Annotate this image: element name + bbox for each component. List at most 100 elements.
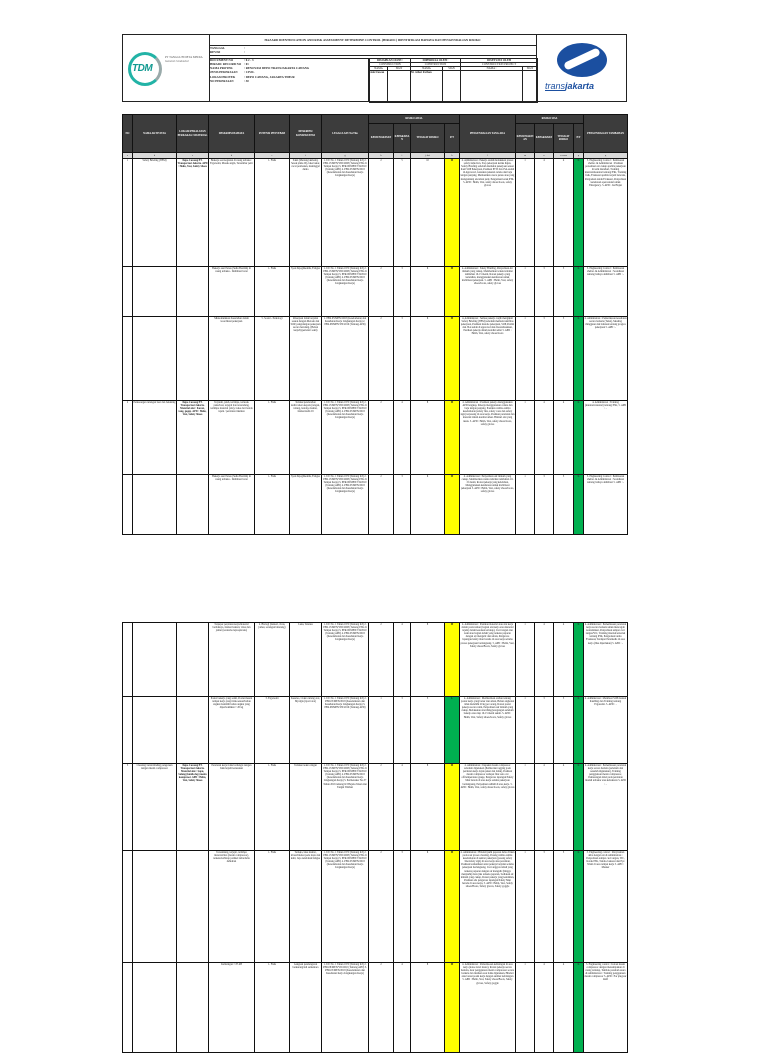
cell-konsekuensi: Luka, Tetanus bbox=[289, 622, 322, 697]
cell-tingkat2: 3 bbox=[553, 316, 574, 401]
cell-tambahan: 3. Engineering Control : Pembuatan shelt… bbox=[583, 266, 629, 317]
cell-lokasi bbox=[176, 474, 209, 535]
tdm-logo-ring-icon bbox=[128, 52, 162, 86]
cell-tingkat2: 4 bbox=[553, 158, 574, 267]
cell-bahaya: Peralatan kerja tidak berfungsi dengan b… bbox=[208, 763, 255, 851]
cell-lokasi bbox=[176, 696, 209, 764]
cell-keparahan: 3 bbox=[393, 266, 411, 317]
cell-pt2: L bbox=[572, 316, 585, 401]
cell-aktivitas: Cleaning lantai/dinding pengeruan dengan… bbox=[132, 763, 177, 851]
cell-no: 1 bbox=[122, 158, 133, 267]
document-title: HAZARD IDENTIFICATION AND RISK ASSESSMEN… bbox=[209, 35, 536, 46]
header-kemungkinan-sisa: KEMUNGKINAN bbox=[515, 123, 535, 153]
header-tingkat: TINGKAT RISIKO bbox=[410, 123, 445, 153]
cell-tambahan: 4. Administrasi : Training (internal/ext… bbox=[583, 400, 629, 475]
cell-kemungkinan2: 1 bbox=[515, 763, 535, 851]
cell-pengendalian: 4. Administrasi : Pastikan material atau… bbox=[459, 622, 516, 697]
cell-potensi: 1. Fisik bbox=[254, 400, 290, 475]
cell-tingkat2: 4 bbox=[553, 622, 574, 697]
cell-tingkat: 8 bbox=[410, 622, 445, 697]
cell-tingkat: 8 bbox=[410, 962, 445, 1053]
cell-tingkat: 8 bbox=[410, 400, 445, 475]
info-no-pekerjaan: NO PEKERJAAN: 30 bbox=[210, 79, 249, 83]
cell-keparahan: 3 bbox=[393, 474, 411, 535]
cell-pt2: L bbox=[573, 962, 584, 1053]
table-row: 2 Pemasangan tulangan besi dan bekisting D… bbox=[122, 400, 629, 475]
company-logo: TDM PT TANGGUH DETA MEDIA General Contra… bbox=[123, 35, 210, 101]
cell-aktivitas: Safety Briefing (TBM) bbox=[132, 158, 177, 267]
cell-pengendalian: 4. Administrasi : Pemeriksaan kebisingan… bbox=[459, 962, 516, 1053]
cell-aktivitas bbox=[132, 316, 177, 401]
header-risiko-awal: RISIKO AWAL bbox=[368, 114, 460, 124]
header-keparahan: KEPARAHAN bbox=[393, 123, 411, 153]
company-tagline: General Contractor bbox=[165, 59, 189, 63]
cell-pengendalian: 4. Administrasi : Hindari/jauhi paparan … bbox=[459, 850, 516, 963]
header-kemungkinan: KEMUNGKINAN bbox=[368, 123, 394, 153]
cell-bahaya: Kebisingan > 85 dB bbox=[208, 962, 255, 1053]
cell-keparahan: 4 bbox=[393, 622, 411, 697]
cell-tingkat: 10 bbox=[410, 158, 445, 267]
cell-aktivitas bbox=[132, 622, 177, 697]
checked-by-name: M. Athar Farhan bbox=[410, 70, 444, 103]
cell-no bbox=[122, 850, 133, 963]
cell-keparahan2: 4 bbox=[534, 622, 554, 697]
transjakarta-wordmark: transjakarta bbox=[545, 81, 595, 91]
header-aktivitas: NAMA AKTIVITAS bbox=[132, 114, 177, 153]
cell-kemungkinan2: 1 bbox=[515, 962, 535, 1053]
cell-kemungkinan: 2 bbox=[368, 763, 394, 851]
cell-no bbox=[122, 474, 133, 535]
cell-bahaya: Bekerja saat Panas (Suhu Ekstrim) di rua… bbox=[208, 266, 255, 317]
cell-bahaya: Posisi bekerja yang salah, Postur/desain… bbox=[208, 696, 255, 764]
checked-by-signature bbox=[442, 70, 462, 103]
header-no: NO bbox=[122, 114, 133, 153]
cell-no bbox=[122, 962, 133, 1053]
header-tingkat-sisa: TINGKAT RISIKO bbox=[553, 123, 574, 153]
table-row: Miskomunikasi Kesalahan dalam koordinasi… bbox=[122, 316, 629, 401]
table-row: Kebisingan > 85 dB 1. Fisik Ganguan penden… bbox=[122, 962, 628, 1053]
cell-keparahan2: 3 bbox=[534, 316, 554, 401]
cell-kemungkinan: 2 bbox=[368, 316, 394, 401]
cell-potensi: 1. Fisik bbox=[254, 266, 290, 317]
cell-tingkat2: 4 bbox=[553, 400, 574, 475]
table-row: Posisi bekerja yang salah, Postur/desain… bbox=[122, 696, 628, 764]
cell-no bbox=[122, 266, 133, 317]
cell-legal: 1. UU No. 1 Tahun 1970 (Tentang K3) 2. P… bbox=[321, 622, 369, 697]
cell-lokasi: Depo Cawang PT. Transportasi Jakarta. Ma… bbox=[176, 400, 209, 475]
cell-kemungkinan: 2 bbox=[368, 158, 394, 267]
info-tanggal: TANGGAL: bbox=[210, 46, 245, 50]
cell-potensi: 1. Fisik bbox=[254, 763, 290, 851]
header-pt-sisa: P/T bbox=[572, 123, 585, 153]
cell-pengendalian: 4. Administrasi : Inspeksi mesin compres… bbox=[459, 763, 516, 851]
cell-tingkat2: 4 bbox=[553, 962, 574, 1053]
cell-pengendalian: 4. Administrasi : Pekerja sudah melakuka… bbox=[459, 158, 516, 267]
cell-tingkat: 8 bbox=[410, 763, 445, 851]
header-keparahan-sisa: KEPARAHAN bbox=[534, 123, 554, 153]
cell-tingkat2: 3 bbox=[553, 474, 574, 535]
company-name: PT TANGGUH DETA MEDIA bbox=[165, 55, 203, 59]
cell-lokasi bbox=[176, 850, 209, 963]
cell-pt: M bbox=[444, 763, 460, 851]
cell-tambahan: 4. Administrasi : Pemeriksaan peralatan … bbox=[583, 763, 628, 851]
table-row: Bekerja saat Panas (Suhu Ekstrim) di rua… bbox=[122, 474, 629, 535]
cell-kemungkinan: 2 bbox=[368, 400, 394, 475]
header-tambahan: PENGENDALIAN TAMBAHAN bbox=[583, 114, 629, 153]
cell-keparahan2: 3 bbox=[534, 850, 554, 963]
cell-potensi: 5. Sosial - Psikologi bbox=[254, 316, 290, 401]
cell-tingkat2: 3 bbox=[553, 696, 574, 764]
cell-kemungkinan2: 1 bbox=[515, 850, 535, 963]
cell-konsekuensi: Keseleo, Cidera tulang otot, Myalgia (ny… bbox=[289, 696, 322, 764]
cell-tambahan: 3. Engineering Control : Pembuatan shelt… bbox=[583, 158, 629, 267]
cell-konsekuensi: Pekerjaan tidak berjalan sesuai dengan M… bbox=[289, 316, 322, 401]
cell-pengendalian: 4. Administrasi : Safety Briefing, Penye… bbox=[459, 266, 516, 317]
cell-pt2: L bbox=[572, 266, 585, 317]
cell-tambahan: 3. Engineering control : Isolasi mesin c… bbox=[583, 962, 628, 1053]
cell-legal: 1. UU No. 1 Tahun 1970 (Tentang K3) 2. P… bbox=[321, 850, 369, 963]
cell-keparahan2: 3 bbox=[534, 266, 554, 317]
approval-block: DISIAPKAN OLEH : DIPERIKSA OLEH : DISETU… bbox=[368, 58, 539, 103]
table-row: 3 Cleaning lantai/dinding pengeruan denga… bbox=[122, 763, 628, 851]
cell-pengendalian: 4. Administrasi : Pastikan pekerja mengg… bbox=[459, 400, 516, 475]
cell-tingkat: 6 bbox=[410, 850, 445, 963]
cell-legal: 1. UU No. 1 Tahun 1970 (Tentang K3) 2. P… bbox=[321, 962, 369, 1053]
header-lokasi: LOKASI/PERALATAN PERKAKAS/ MATERIAL bbox=[176, 114, 209, 153]
cell-tingkat2: 3 bbox=[553, 850, 574, 963]
